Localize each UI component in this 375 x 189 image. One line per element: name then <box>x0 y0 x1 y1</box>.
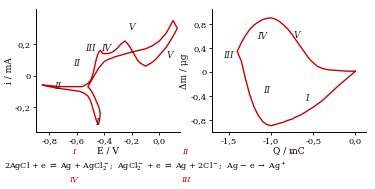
Text: IV: IV <box>258 32 267 41</box>
Text: III: III <box>181 177 190 184</box>
Text: II: II <box>54 82 61 91</box>
Text: IV: IV <box>69 177 78 184</box>
Y-axis label: i / mA: i / mA <box>4 57 13 84</box>
Text: II: II <box>74 59 80 68</box>
Y-axis label: Δm / μg: Δm / μg <box>180 53 189 89</box>
X-axis label: Q / mC: Q / mC <box>273 146 304 156</box>
Text: V: V <box>166 51 173 60</box>
Text: 2AgCl + e $\rightleftharpoons$ Ag + AgCl$_2^-$;  AgCl$_2^-$ + e $\rightleftharpo: 2AgCl + e $\rightleftharpoons$ Ag + AgCl… <box>4 161 286 174</box>
Text: IV: IV <box>101 43 111 53</box>
Text: III: III <box>86 43 96 53</box>
Text: II: II <box>183 148 189 156</box>
Text: V: V <box>129 23 135 32</box>
Text: III: III <box>224 51 234 60</box>
Text: V: V <box>289 148 295 156</box>
Text: I: I <box>95 118 99 127</box>
Text: II: II <box>263 86 270 95</box>
Text: I: I <box>305 94 308 103</box>
Text: V: V <box>293 31 300 40</box>
Text: I: I <box>72 148 75 156</box>
X-axis label: E / V: E / V <box>97 146 119 156</box>
